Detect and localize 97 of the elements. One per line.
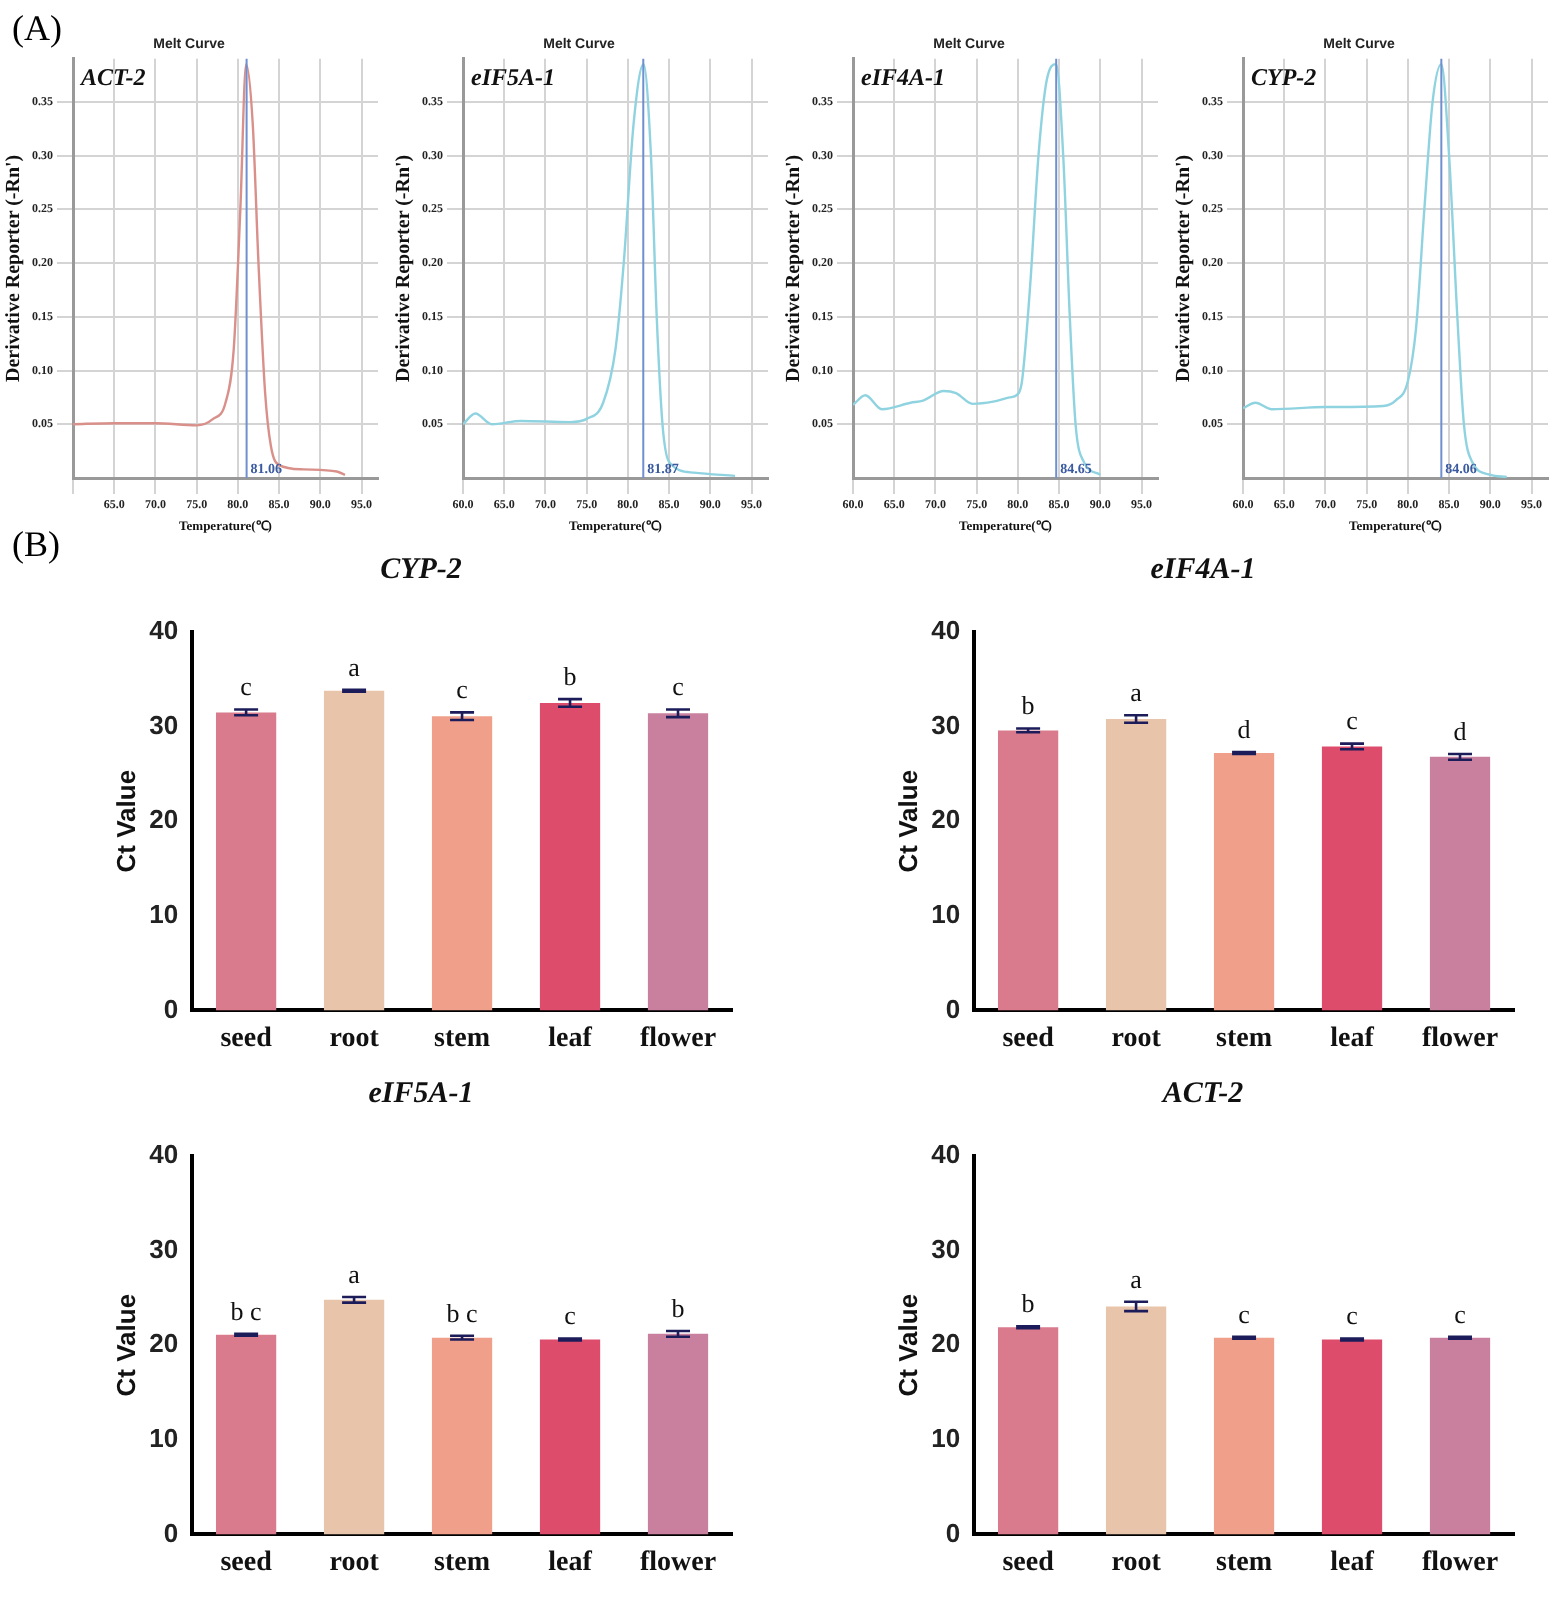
annotation: eIF4A-1	[861, 62, 945, 91]
line-series	[73, 62, 347, 476]
y-axis-title: Derivative Reporter (-Rn')	[1173, 154, 1196, 383]
y-tick-label: 20	[931, 1328, 961, 1359]
x-tick-label: flower	[1421, 1024, 1499, 1055]
y-tick-label: 30	[149, 709, 179, 740]
chart-title: CYP-2	[380, 553, 463, 586]
bar	[431, 1337, 493, 1535]
y-tick-label: 10	[931, 898, 961, 929]
bar	[1105, 719, 1167, 1011]
y-axis-title: Ct Value	[110, 769, 141, 873]
annotation: c	[1454, 1298, 1467, 1329]
x-tick-label: seed	[220, 1024, 273, 1055]
y-axis-title: Derivative Reporter (-Rn')	[3, 154, 26, 383]
y-axis-title: Derivative Reporter (-Rn')	[393, 154, 416, 383]
bar	[1429, 756, 1491, 1011]
y-axis-title: Ct Value	[892, 769, 923, 873]
annotation: c	[456, 674, 469, 705]
annotation: d	[1453, 715, 1468, 746]
bar	[323, 1299, 385, 1535]
y-tick-label: 20	[149, 1328, 179, 1359]
annotation: a	[1130, 1263, 1143, 1294]
y-tick-label: 30	[931, 1233, 961, 1264]
y-tick-label: 30	[149, 1233, 179, 1264]
line-series	[463, 62, 737, 478]
annotation: a	[348, 1258, 361, 1289]
y-tick-label: 40	[931, 615, 961, 646]
annotation: CYP-2	[1251, 62, 1317, 91]
bar	[997, 1327, 1059, 1535]
chart-title: eIF4A-1	[1150, 553, 1256, 586]
x-tick-label: root	[1111, 1548, 1162, 1579]
bar	[1105, 1306, 1167, 1535]
annotation: c	[672, 671, 685, 702]
y-tick-label: 30	[931, 709, 961, 740]
chart-title: ACT-2	[1160, 1077, 1245, 1110]
annotation: d	[1237, 713, 1252, 744]
x-tick-label: seed	[1002, 1024, 1055, 1055]
y-axis-title: Derivative Reporter (-Rn')	[783, 154, 806, 383]
annotation: b	[563, 661, 577, 692]
x-tick-label: leaf	[1330, 1548, 1375, 1579]
annotation: ACT-2	[79, 62, 146, 91]
y-tick-label: 0	[163, 1517, 179, 1548]
annotation: a	[1130, 677, 1143, 708]
y-tick-label: 0	[163, 993, 179, 1024]
x-tick-label: flower	[1421, 1548, 1499, 1579]
chart-title: eIF5A-1	[368, 1077, 474, 1110]
x-tick-label: flower	[639, 1024, 717, 1055]
annotation: b c	[230, 1295, 263, 1326]
bar	[539, 1339, 601, 1535]
y-tick-label: 10	[149, 1422, 179, 1453]
x-tick-label: leaf	[1330, 1024, 1375, 1055]
x-tick-label: root	[1111, 1024, 1162, 1055]
x-tick-label: stem	[434, 1548, 491, 1579]
bar	[997, 730, 1059, 1011]
x-tick-label: stem	[1216, 1024, 1273, 1055]
annotation: c	[1346, 1300, 1359, 1331]
x-tick-label: root	[329, 1024, 380, 1055]
bar	[1429, 1337, 1491, 1535]
x-tick-label: stem	[434, 1024, 491, 1055]
y-tick-label: 40	[149, 1139, 179, 1170]
text: (B)	[12, 524, 62, 568]
bar	[1213, 753, 1275, 1011]
annotation: c	[564, 1300, 577, 1331]
x-tick-label: leaf	[548, 1548, 593, 1579]
annotation: b	[1021, 690, 1035, 721]
bar	[647, 1333, 709, 1535]
y-tick-label: 20	[931, 804, 961, 835]
bar	[1321, 746, 1383, 1011]
y-tick-label: 10	[149, 898, 179, 929]
bar	[1213, 1337, 1275, 1535]
annotation: a	[348, 651, 361, 682]
y-tick-label: 0	[945, 1517, 961, 1548]
annotation: b c	[446, 1297, 479, 1328]
annotation: eIF5A-1	[471, 62, 555, 91]
x-tick-label: root	[329, 1548, 380, 1579]
annotation: b	[671, 1292, 685, 1323]
annotation: c	[1346, 705, 1359, 736]
bar	[215, 1334, 277, 1535]
x-tick-label: flower	[639, 1548, 717, 1579]
y-tick-label: 20	[149, 804, 179, 835]
y-tick-label: 40	[149, 615, 179, 646]
bar	[1321, 1339, 1383, 1535]
x-tick-label: leaf	[548, 1024, 593, 1055]
annotation: c	[1238, 1298, 1251, 1329]
x-tick-label: seed	[220, 1548, 273, 1579]
annotation: b	[1021, 1288, 1035, 1319]
y-tick-label: 0	[945, 993, 961, 1024]
y-axis-title: Ct Value	[892, 1293, 923, 1397]
y-tick-label: 40	[931, 1139, 961, 1170]
x-tick-label: seed	[1002, 1548, 1055, 1579]
line-series	[1243, 62, 1508, 478]
y-axis-title: Ct Value	[110, 1293, 141, 1397]
x-tick-label: stem	[1216, 1548, 1273, 1579]
annotation: c	[240, 671, 253, 702]
text: (A)	[12, 8, 64, 52]
y-tick-label: 10	[931, 1422, 961, 1453]
line-series	[853, 62, 1102, 476]
